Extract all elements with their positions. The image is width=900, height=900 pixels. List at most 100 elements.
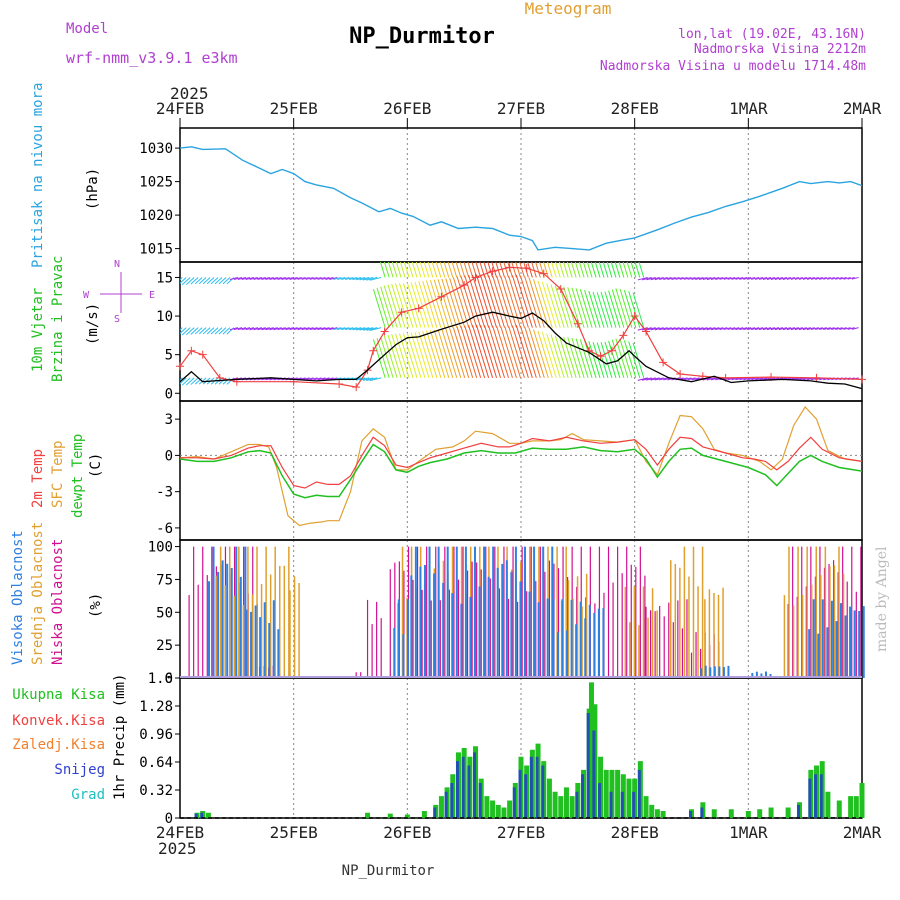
wind-barb xyxy=(297,327,306,331)
wind-barb xyxy=(479,274,498,328)
wind-barb xyxy=(811,276,819,280)
wind-barb xyxy=(702,377,712,381)
wind-barb xyxy=(341,327,350,331)
total-precip-bar xyxy=(711,809,717,818)
wind-barb xyxy=(519,262,525,278)
y-tick-label: 75 xyxy=(156,572,173,588)
snow-precip-bar xyxy=(535,756,539,818)
wind-barb xyxy=(558,336,573,378)
wind-barb xyxy=(671,327,680,331)
wind-barb xyxy=(406,332,422,378)
product-title: Meteogram xyxy=(525,0,612,18)
wind-barb xyxy=(348,327,358,331)
precip-legend-snow: Snijeg xyxy=(54,762,105,778)
wind-barb xyxy=(253,276,262,281)
time-tick-top: 27FEB xyxy=(497,99,545,118)
wind-barb xyxy=(790,276,800,280)
total-precip-bar xyxy=(507,800,513,818)
wind-barb xyxy=(366,276,378,281)
wind-barb xyxy=(619,338,633,378)
wind-barb xyxy=(743,327,752,331)
wind-barb xyxy=(735,377,744,381)
credit-text: made by Angel xyxy=(874,546,890,652)
wind-barb xyxy=(851,327,859,330)
wind-barb xyxy=(790,327,800,331)
wind-barb xyxy=(554,335,569,378)
wind-barb xyxy=(579,289,593,328)
temp-label-c: dewpt Temp xyxy=(70,434,86,518)
sfc-temp-line xyxy=(179,406,863,527)
wind-barb xyxy=(650,327,660,331)
y-tick-label: 0 xyxy=(165,671,173,687)
wind-barb xyxy=(406,282,422,328)
wind-barb xyxy=(460,275,478,328)
wind-barb xyxy=(695,327,704,331)
total-precip-bar xyxy=(387,813,393,818)
wind-barb xyxy=(222,377,231,385)
wind-barb xyxy=(422,280,438,328)
time-tick-top: 2MAR xyxy=(843,99,882,118)
wind-barb xyxy=(321,327,330,331)
wind-barb xyxy=(460,325,478,378)
footer-station: NP_Durmitor xyxy=(342,863,435,879)
wind-barb xyxy=(794,276,804,280)
wind-barb xyxy=(695,377,704,381)
wind-barb xyxy=(456,326,474,378)
total-precip-bar xyxy=(859,783,865,818)
wind-barb xyxy=(634,262,641,278)
wind-barb xyxy=(426,280,442,328)
wind-barb xyxy=(823,276,831,280)
wind-barb xyxy=(770,327,780,331)
wind-barb xyxy=(305,377,314,381)
wind-barb xyxy=(782,327,792,331)
y-tick-label: 0 xyxy=(165,448,173,464)
y-tick-label: 0 xyxy=(165,811,173,827)
wind-barb xyxy=(431,262,438,278)
lonlat-text: lon,lat (19.02E, 43.16N) xyxy=(678,27,866,42)
snow-precip-bar xyxy=(592,730,596,818)
wind-barb xyxy=(372,288,386,328)
wind-gust-marker xyxy=(607,346,616,355)
wind-gust-marker xyxy=(858,375,866,384)
wind-barb xyxy=(537,280,553,328)
wind-barb xyxy=(663,276,672,281)
wind-barb xyxy=(257,327,266,331)
wind-barb xyxy=(395,262,402,278)
wind-barb xyxy=(851,276,859,280)
wind-barb xyxy=(641,377,652,381)
wind-barb xyxy=(579,339,593,378)
time-tick-top: 1MAR xyxy=(729,99,768,118)
wind-barb xyxy=(747,327,756,331)
wind-barb xyxy=(798,276,807,280)
wind-barb xyxy=(719,276,728,280)
total-precip-bar xyxy=(603,769,609,818)
snow-precip-bar xyxy=(455,761,459,818)
snow-precip-bar xyxy=(518,769,522,818)
wind-barb xyxy=(190,327,199,335)
wind-barb xyxy=(751,377,760,381)
wind-barb xyxy=(839,276,847,280)
wind-barb xyxy=(632,292,645,328)
pressure-line xyxy=(179,146,863,251)
y-tick-label: 15 xyxy=(156,270,173,286)
total-precip-bar xyxy=(615,769,621,818)
wind-barb xyxy=(524,276,541,328)
wind-barb xyxy=(663,327,672,331)
snow-precip-bar xyxy=(796,804,800,818)
wind-barb xyxy=(194,327,203,335)
snow-precip-bar xyxy=(450,783,454,818)
total-precip-bar xyxy=(552,791,558,818)
wind-barb xyxy=(504,326,521,378)
wind-barb xyxy=(435,262,442,278)
wind-barb xyxy=(847,276,855,280)
wind-barb xyxy=(847,327,855,330)
compass-north: N xyxy=(114,259,120,270)
snow-precip-bar xyxy=(689,811,692,818)
wind-barb xyxy=(449,277,466,328)
wind-barb xyxy=(452,277,470,328)
wind-barb xyxy=(305,327,314,331)
y-tick-label: 1.28 xyxy=(139,699,173,715)
wind-barb xyxy=(467,262,474,278)
wind-barb xyxy=(596,292,609,328)
wind-barb xyxy=(257,276,266,281)
